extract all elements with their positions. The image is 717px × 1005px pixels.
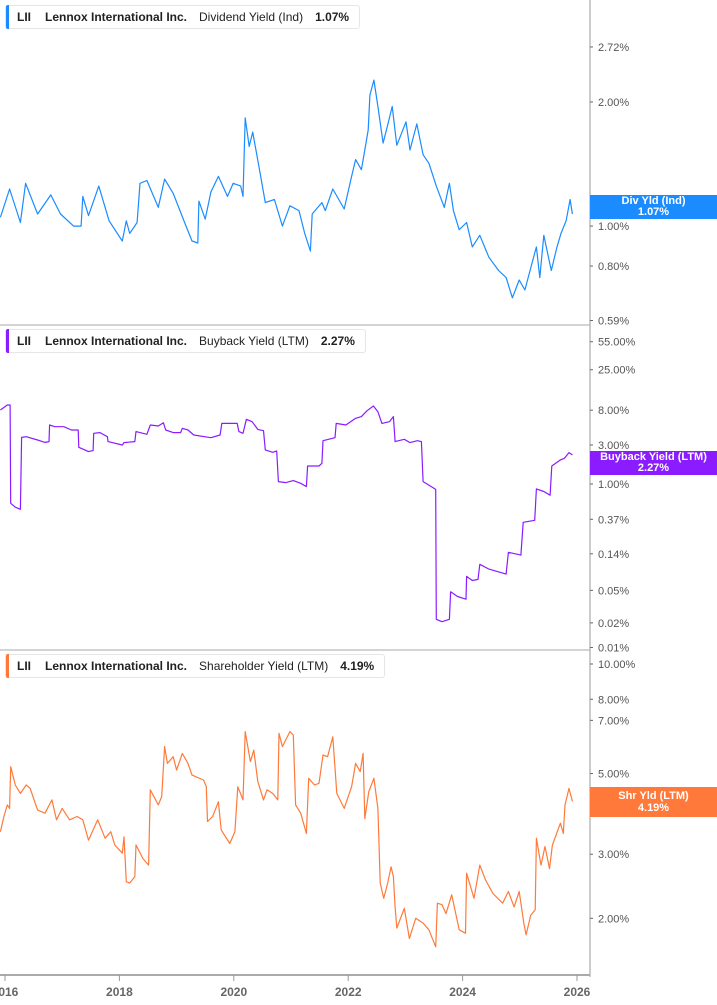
y-tick-label: 0.02% xyxy=(598,618,629,630)
legend-ticker: LII xyxy=(17,659,31,673)
x-tick-label: 2022 xyxy=(335,985,362,999)
value-box-label: Buyback Yield (LTM) xyxy=(600,451,707,463)
legend-value: 1.07% xyxy=(315,10,350,24)
series-line-dividend-yield xyxy=(0,79,573,299)
value-box-buyback: Buyback Yield (LTM) 2.27% xyxy=(590,451,717,475)
series-line-buyback-yield xyxy=(0,404,573,623)
y-tick-label: 8.00% xyxy=(598,405,629,417)
y-tick-label: 5.00% xyxy=(598,769,629,781)
legend-ticker: LII xyxy=(17,10,31,24)
y-tick-label: 0.14% xyxy=(598,549,629,561)
y-tick-label: 55.00% xyxy=(598,337,636,349)
axes xyxy=(0,0,593,981)
legend-metric: Dividend Yield (Ind) xyxy=(199,10,304,24)
y-tick-label: 0.37% xyxy=(598,514,629,526)
value-box-label: Div Yld (Ind) xyxy=(621,195,686,207)
legend-company: Lennox International Inc. xyxy=(45,334,188,348)
y-tick-label: 0.01% xyxy=(598,642,629,654)
series-color-swatch xyxy=(6,654,9,678)
value-box-label: Shr Yld (LTM) xyxy=(618,790,689,802)
y-tick-label: 2.00% xyxy=(598,97,629,109)
x-tick-label: 2020 xyxy=(220,985,247,999)
y-tick-label: 0.05% xyxy=(598,585,629,597)
legend-company: Lennox International Inc. xyxy=(45,10,188,24)
value-box-value: 1.07% xyxy=(637,206,670,218)
series-color-swatch xyxy=(6,329,9,353)
y-tick-label: 7.00% xyxy=(598,715,629,727)
legend-dividend-yield: LII Lennox International Inc. Dividend Y… xyxy=(5,5,361,29)
legend-metric: Buyback Yield (LTM) xyxy=(199,334,309,348)
y-tick-label: 1.00% xyxy=(598,479,629,491)
series-line-shareholder-yield xyxy=(0,730,573,948)
y-tick-label: 0.80% xyxy=(598,261,629,273)
y-tick-label: 0.59% xyxy=(598,316,629,328)
legend-value: 2.27% xyxy=(320,334,355,348)
y-tick-label: 8.00% xyxy=(598,694,629,706)
legend-ticker: LII xyxy=(17,334,31,348)
y-tick-label: 2.72% xyxy=(598,42,629,54)
legend-metric: Shareholder Yield (LTM) xyxy=(199,659,329,673)
legend-buyback-yield: LII Lennox International Inc. Buyback Yi… xyxy=(5,329,366,353)
x-tick-label: 2026 xyxy=(564,985,591,999)
value-box-value: 2.27% xyxy=(637,462,670,474)
y-tick-label: 2.00% xyxy=(598,913,629,925)
series-layer xyxy=(0,79,573,948)
x-tick-label: 2018 xyxy=(106,985,133,999)
value-box-value: 4.19% xyxy=(637,802,670,814)
value-box-shareholder: Shr Yld (LTM) 4.19% xyxy=(590,787,717,817)
y-tick-label: 25.00% xyxy=(598,365,636,377)
y-tick-label: 3.00% xyxy=(598,849,629,861)
y-tick-label: 10.00% xyxy=(598,659,636,671)
legend-company: Lennox International Inc. xyxy=(45,659,188,673)
tick-labels: 2.72% 2.00% 1.00% 0.80% 0.59% 55.00% 25.00% 8.0… xyxy=(0,42,636,999)
y-tick-label: 3.00% xyxy=(598,440,629,452)
legend-value: 4.19% xyxy=(340,659,375,673)
x-tick-label: 2016 xyxy=(0,985,19,999)
value-box-dividend: Div Yld (Ind) 1.07% xyxy=(590,195,717,219)
series-color-swatch xyxy=(6,5,9,29)
x-tick-label: 2024 xyxy=(449,985,476,999)
y-tick-label: 1.00% xyxy=(598,221,629,233)
legend-shareholder-yield: LII Lennox International Inc. Shareholde… xyxy=(5,654,386,678)
